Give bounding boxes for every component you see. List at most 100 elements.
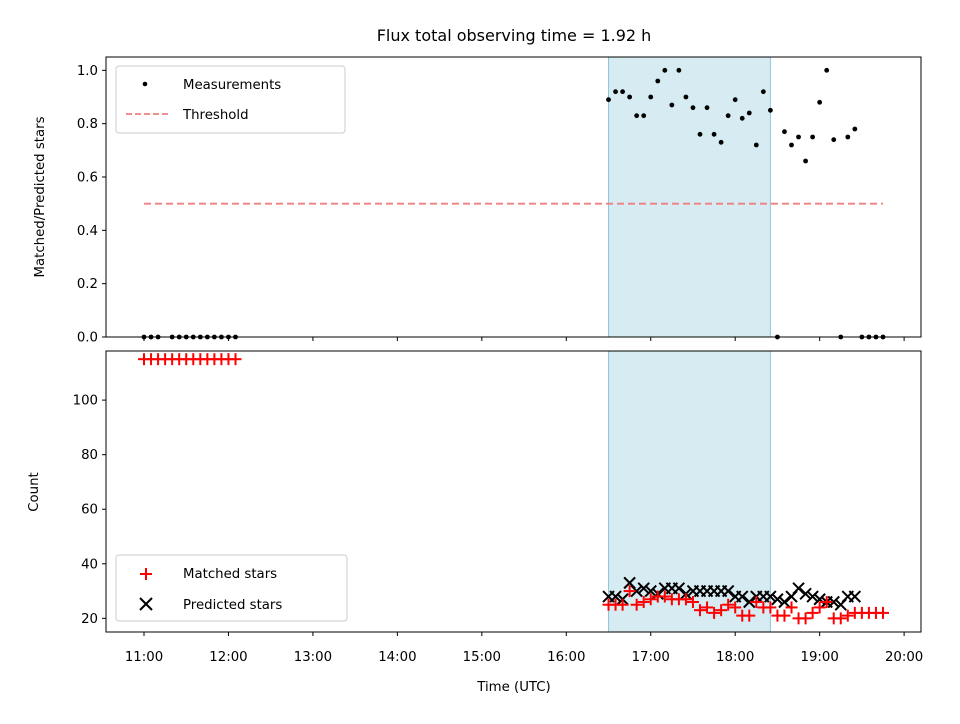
bottom-y-tick-label: 20 [81, 612, 98, 627]
matched-star-point [764, 601, 777, 614]
top-y-tick-label: 0.2 [77, 277, 98, 292]
top-y-tick-label: 0.8 [77, 117, 98, 132]
legend-predicted-label: Predicted stars [183, 598, 282, 613]
top-y-tick-label: 1.0 [77, 64, 98, 79]
legend-measurements-marker [142, 81, 148, 87]
measurement-point [803, 158, 808, 164]
measurement-point [613, 89, 618, 95]
legend-matched-label: Matched stars [183, 567, 277, 582]
top-y-tick-label: 0.6 [77, 171, 98, 186]
predicted-star-point [827, 595, 840, 609]
measurement-point [817, 99, 823, 105]
top-y-tick-label: 0.4 [77, 224, 98, 239]
measurement-point [648, 94, 654, 100]
matched-star-point [743, 609, 756, 622]
predicted-star-point [792, 582, 805, 595]
measurement-point [796, 134, 801, 140]
x-tick-label: 12:00 [209, 650, 247, 665]
x-tick-label: 11:00 [125, 650, 163, 665]
measurement-point [641, 113, 647, 119]
matched-star-point [820, 595, 833, 608]
matched-star-point [708, 606, 721, 619]
measurement-point [782, 129, 787, 135]
matched-star-point [834, 612, 847, 625]
measurement-point [690, 105, 696, 111]
measurement-point [676, 67, 682, 73]
matched-star-point [658, 590, 671, 603]
predicted-star-point [721, 584, 735, 598]
predicted-star-point [637, 582, 650, 595]
x-tick-label: 20:00 [885, 650, 923, 665]
matched-star-point [694, 604, 707, 617]
top-y-axis-label: Matched/Predicted stars [33, 116, 48, 277]
bottom-y-tick-label: 60 [81, 503, 98, 518]
bottom-y-tick-label: 80 [81, 448, 98, 463]
legend-predicted-marker [139, 597, 153, 611]
matched-star-point [729, 601, 742, 614]
measurement-point [732, 97, 738, 103]
measurement-point [634, 113, 640, 119]
measurement-point [845, 134, 851, 140]
chart-title: Flux total observing time = 1.92 h [377, 26, 652, 45]
predicted-star-point [672, 582, 686, 595]
matched-star-point [679, 593, 692, 606]
matched-star-point [876, 606, 889, 619]
measurement-point [852, 126, 858, 132]
matched-star-point [778, 609, 791, 622]
matched-star-point [806, 606, 819, 619]
matched-star-point [644, 593, 657, 606]
top-legend: Measurements Threshold [115, 65, 346, 134]
predicted-star-point [799, 587, 812, 601]
measurement-point [810, 134, 816, 140]
measurement-point [606, 97, 611, 103]
measurement-point [753, 142, 759, 148]
matched-star-point [637, 595, 650, 608]
matched-star-point [701, 601, 714, 614]
bottom-legend-box [115, 554, 348, 622]
matched-star-point [722, 598, 735, 611]
measurement-point [627, 94, 633, 100]
measurement-point [831, 137, 837, 143]
top-panel: 0.0 0.2 0.4 0.6 0.8 1.0 Matched/Predicted sta… [33, 56, 922, 346]
predicted-star-point [736, 590, 749, 603]
measurement-point [789, 142, 794, 148]
matched-star-point [229, 353, 242, 366]
x-axis-label: Time (UTC) [476, 680, 551, 695]
measurement-point [725, 113, 731, 119]
bottom-y-tick-label: 40 [81, 557, 98, 572]
legend-threshold-label: Threshold [182, 108, 249, 123]
predicted-star-point [848, 590, 862, 603]
measurement-point [697, 131, 703, 137]
matched-star-point [799, 612, 812, 625]
bottom-y-axis-label: Count [27, 472, 42, 512]
matched-star-point [750, 595, 763, 608]
measurement-point [620, 89, 625, 95]
top-plot-frame [105, 56, 922, 338]
matched-star-point [616, 598, 629, 611]
top-observing-window [608, 56, 771, 338]
matched-star-point [630, 598, 643, 611]
predicted-star-point [771, 593, 784, 606]
measurement-point [711, 131, 717, 137]
legend-measurements-label: Measurements [183, 78, 281, 93]
measurement-point [683, 94, 689, 100]
matched-star-point [813, 601, 826, 614]
predicted-star-point [630, 584, 643, 598]
x-tick-label: 15:00 [463, 650, 501, 665]
x-tick-label: 19:00 [800, 650, 838, 665]
x-tick-label: 16:00 [547, 650, 585, 665]
predicted-star-point [806, 590, 819, 603]
x-tick-label: 17:00 [632, 650, 670, 665]
measurement-point [746, 110, 752, 116]
measurement-point [718, 139, 724, 145]
predicted-star-point [764, 590, 777, 603]
measurement-point [662, 67, 668, 73]
matched-star-point [686, 595, 699, 608]
matched-star-point [841, 609, 854, 622]
bottom-panel: 20 40 60 80 100 11:00 12:00 13:00 14:00 15:00 16:… [27, 350, 923, 695]
measurement-point [704, 105, 710, 111]
bottom-plot-frame [105, 350, 922, 633]
top-y-tick-label: 0.0 [77, 331, 98, 346]
predicted-star-point [743, 595, 756, 609]
